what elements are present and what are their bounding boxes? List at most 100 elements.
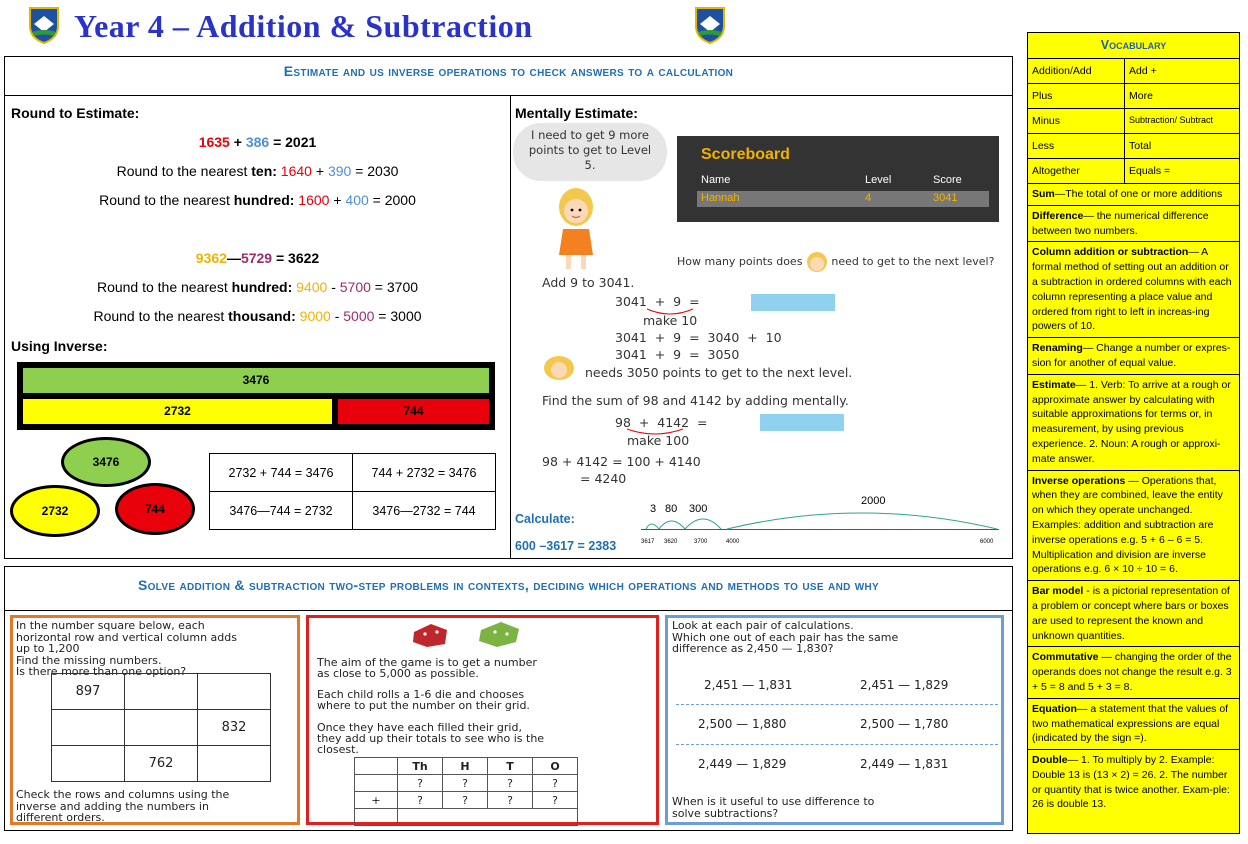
round-line-thousand: Round to the nearest thousand: 9000 - 50…: [93, 308, 422, 324]
round-line-ten: Round to the nearest ten: 1640 + 390 = 2…: [116, 163, 399, 179]
jump-label: 80: [665, 503, 678, 515]
vocab-pair: Altogether Equals =: [1028, 159, 1239, 184]
estimate-section-header: Estimate and us inverse operations to ch…: [283, 63, 734, 79]
pair-calc: 2,449 — 1,829: [698, 757, 787, 771]
equation-f: = 4240: [580, 471, 627, 486]
find-instruction: Find the sum of 98 and 4142 by adding me…: [542, 393, 849, 408]
dice-game-problem: The aim of the game is to get a number as…: [306, 615, 659, 826]
tick-label: 6000: [980, 539, 994, 545]
jump-label: 2000: [861, 495, 886, 507]
round-line-hundred: Round to the nearest hundred: 1600 + 400…: [99, 192, 416, 208]
number-square-problem: In the number square below, each horizont…: [10, 615, 300, 825]
number-line-jumps-icon: [645, 512, 998, 530]
problem-intro: In the number square below, each horizont…: [16, 619, 237, 678]
vocab-definition: Estimate— 1. Verb: To arrive at a rough …: [1028, 375, 1239, 471]
pair-calc: 2,451 — 1,831: [704, 678, 793, 692]
dice-icon: [413, 622, 519, 647]
round-equation-1: 1635 + 386 = 2021: [198, 134, 317, 150]
round-line-hundred-2: Round to the nearest hundred: 9400 - 570…: [96, 279, 419, 295]
school-crest-left-icon: [28, 6, 60, 45]
inverse-fact: 3476—744 = 2732: [209, 491, 353, 530]
inverse-fact: 2732 + 744 = 3476: [209, 453, 353, 492]
scoreboard: Scoreboard Name Level Score Hannah 4 304…: [677, 136, 999, 222]
round-equation-2: 9362—5729 = 3622: [195, 250, 320, 266]
tick-label: 3620: [664, 539, 678, 545]
needs-text: needs 3050 points to get to the next lev…: [585, 365, 853, 380]
difference-outro: When is it useful to use difference to so…: [672, 795, 875, 820]
pair-calc: 2,451 — 1,829: [860, 678, 949, 692]
tick-label: 3700: [694, 539, 708, 545]
mental-heading: Mentally Estimate:: [515, 105, 638, 121]
pair-calc: 2,500 — 1,780: [860, 717, 949, 731]
add-instruction: Add 9 to 3041.: [542, 275, 635, 290]
inverse-fact: 3476—2732 = 744: [352, 491, 496, 530]
girl-small-icon: [542, 355, 576, 381]
inverse-heading: Using Inverse:: [11, 338, 108, 354]
scoreboard-col-name: Name: [701, 174, 731, 186]
make-hundred-label: make 100: [627, 433, 690, 448]
vocab-pair: Less Total: [1028, 134, 1239, 159]
vocab-definition: Column addition or subtraction— A formal…: [1028, 242, 1239, 339]
vocab-definition: Bar model - is a pictorial representatio…: [1028, 581, 1239, 648]
vocab-definition: Sum—The total of one or more additions: [1028, 184, 1239, 206]
bar-total: 3476: [20, 365, 492, 396]
part-whole-b: 744: [115, 483, 195, 535]
equation-e: 98 + 4142 = 100 + 4140: [542, 454, 701, 469]
scoreboard-row: Hannah 4 3041: [697, 191, 989, 207]
problem-solving-section: Solve addition & subtraction two-step pr…: [4, 566, 1013, 831]
make-hundred-arrow-icon: [626, 428, 684, 435]
question-text: How many points does need to get to the …: [677, 251, 994, 273]
part-whole-a: 2732: [10, 485, 100, 537]
vocab-definition: Difference— the numerical difference bet…: [1028, 206, 1239, 243]
scoreboard-title: Scoreboard: [701, 146, 790, 163]
vocab-pair: Minus Subtraction/ Subtract: [1028, 109, 1239, 134]
vocab-definition: Double— 1. To multiply by 2. Example: Do…: [1032, 754, 1230, 811]
estimate-section: Estimate and us inverse operations to ch…: [4, 56, 1013, 559]
page-title: Year 4 – Addition & Subtraction: [74, 8, 533, 44]
vocab-definition: Equation— a statement that the values of…: [1028, 699, 1239, 751]
bar-part-a: 2732: [20, 396, 335, 427]
bar-model: [17, 362, 495, 430]
vocab-pair: Addition/Add Add +: [1028, 59, 1239, 84]
difference-intro: Look at each pair of calculations. Which …: [672, 619, 899, 655]
bar-part-b: 744: [335, 396, 492, 427]
vocab-definition: Commutative — changing the order of the …: [1028, 647, 1239, 699]
tick-label: 3617: [641, 539, 655, 545]
jump-label: 300: [689, 503, 708, 515]
equation-a: 3041 + 9 =: [615, 294, 700, 309]
tick-label: 4000: [726, 539, 740, 545]
problem-outro: Check the rows and columns using the inve…: [16, 788, 230, 824]
answer-box-2: [760, 414, 844, 431]
part-whole-total: 3476: [61, 437, 151, 487]
scoreboard-col-score: Score: [933, 174, 962, 186]
number-line: [641, 529, 999, 530]
jump-label: 3: [650, 503, 657, 515]
speech-bubble: I need to get 9 more points to get to Le…: [513, 123, 667, 181]
school-crest-right-icon: [694, 6, 726, 45]
girl-illustration-icon: [551, 185, 601, 271]
difference-problem: Look at each pair of calculations. Which …: [665, 615, 1004, 825]
game-scoring: Once they have each filled their grid, th…: [317, 721, 545, 756]
inverse-fact: 744 + 2732 = 3476: [352, 453, 496, 492]
pair-calc: 2,449 — 1,831: [860, 757, 949, 771]
calculate-equation: 600 –3617 = 2383: [515, 539, 617, 553]
scoreboard-col-level: Level: [865, 174, 892, 186]
game-aim: The aim of the game is to get a number as…: [317, 656, 537, 680]
equation-d: 98 + 4142 =: [615, 415, 708, 430]
answer-box-1: [751, 294, 835, 311]
round-heading: Round to Estimate:: [11, 105, 140, 121]
make-ten-arrow-icon: [646, 308, 694, 315]
make-ten-label: make 10: [643, 313, 698, 328]
problem-section-header: Solve addition & subtraction two-step pr…: [137, 577, 880, 593]
calculate-label: Calculate:: [515, 512, 575, 526]
pair-calc: 2,500 — 1,880: [698, 717, 787, 731]
vocab-pair: Plus More: [1028, 84, 1239, 109]
girl-face-icon: [806, 251, 828, 273]
vocab-definition: Inverse operations — Operations that, wh…: [1028, 471, 1239, 582]
place-value-grid: Th H T O ???? +????: [354, 757, 578, 826]
equation-c: 3041 + 9 = 3050: [615, 347, 740, 362]
number-square-grid: 897 832 762: [51, 673, 271, 782]
game-rules: Each child rolls a 1-6 die and chooses wh…: [317, 688, 530, 712]
equation-b: 3041 + 9 = 3040 + 10: [615, 330, 782, 345]
inverse-facts-table: 2732 + 744 = 3476 744 + 2732 = 3476 3476—…: [209, 453, 496, 530]
